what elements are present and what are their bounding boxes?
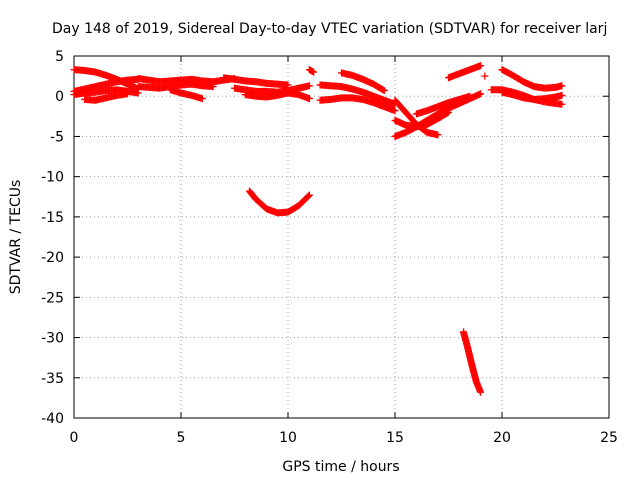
series-satellite-track-8 bbox=[220, 74, 292, 89]
axis-ticks: 0 5 10 15 20 25 5 0 -5 -10 -15 -20 -25 -30 -35 -40 bbox=[41, 49, 618, 446]
data-point-marker bbox=[477, 62, 485, 70]
data-point-marker bbox=[481, 72, 489, 80]
plot-frame bbox=[73, 55, 610, 419]
data-point-marker bbox=[466, 92, 474, 100]
data-point-marker bbox=[477, 90, 485, 98]
data-point-marker bbox=[391, 107, 399, 115]
y-tick-label: -15 bbox=[41, 210, 64, 226]
data-point-marker bbox=[134, 89, 142, 97]
x-tick-label: 25 bbox=[600, 430, 618, 446]
data-point-marker bbox=[558, 82, 566, 90]
series-satellite-track-7 bbox=[166, 86, 206, 103]
data-point-marker bbox=[380, 87, 388, 95]
series-satellite-track-22 bbox=[498, 66, 566, 92]
series-satellite-track-13 bbox=[316, 94, 399, 115]
series-satellite-track-4 bbox=[81, 90, 131, 104]
data-point-marker bbox=[209, 83, 217, 91]
y-tick-label: 5 bbox=[55, 49, 64, 65]
y-tick-label: 0 bbox=[55, 89, 64, 105]
series-satellite-track-11 bbox=[305, 66, 318, 76]
y-axis-label: SDTVAR / TECUs bbox=[8, 180, 24, 295]
data-point-marker bbox=[434, 131, 442, 139]
y-tick-label: -20 bbox=[41, 250, 64, 266]
x-axis-label: GPS time / hours bbox=[282, 459, 399, 475]
grid-lines bbox=[74, 56, 609, 418]
series-satellite-track-23 bbox=[498, 88, 566, 103]
series-satellite-track-24 bbox=[245, 187, 313, 217]
y-tick-label: -35 bbox=[41, 371, 64, 387]
data-point-marker bbox=[305, 82, 313, 90]
series-satellite-track-10 bbox=[241, 89, 313, 103]
series-satellite-track-12 bbox=[316, 81, 399, 108]
x-tick-label: 5 bbox=[177, 430, 186, 446]
data-point-marker bbox=[124, 90, 131, 98]
data-point-marker bbox=[305, 192, 313, 200]
y-tick-label: -25 bbox=[41, 290, 64, 306]
x-tick-label: 0 bbox=[70, 430, 79, 446]
series-satellite-track-18 bbox=[412, 92, 474, 118]
data-point-marker bbox=[310, 68, 318, 76]
x-tick-label: 15 bbox=[386, 430, 404, 446]
data-point-marker bbox=[477, 388, 485, 396]
data-point-marker bbox=[305, 95, 313, 103]
series-satellite-track-2 bbox=[70, 75, 142, 95]
data-points bbox=[70, 62, 566, 396]
series-satellite-track-20 bbox=[481, 72, 489, 80]
chart-title: Day 148 of 2019, Sidereal Day-to-day VTE… bbox=[52, 21, 607, 37]
y-tick-label: -30 bbox=[41, 331, 64, 347]
data-point-marker bbox=[558, 100, 566, 108]
y-tick-label: -40 bbox=[41, 411, 64, 427]
data-point-marker bbox=[198, 95, 206, 103]
series-satellite-track-14 bbox=[338, 69, 388, 95]
series-satellite-track-25 bbox=[459, 328, 485, 396]
x-tick-label: 10 bbox=[279, 430, 297, 446]
series-satellite-track-19 bbox=[445, 62, 485, 82]
y-tick-label: -10 bbox=[41, 170, 64, 186]
y-tick-label: -5 bbox=[50, 129, 64, 145]
data-point-marker bbox=[558, 91, 566, 99]
x-tick-label: 20 bbox=[493, 430, 511, 446]
data-point-marker bbox=[305, 191, 313, 199]
